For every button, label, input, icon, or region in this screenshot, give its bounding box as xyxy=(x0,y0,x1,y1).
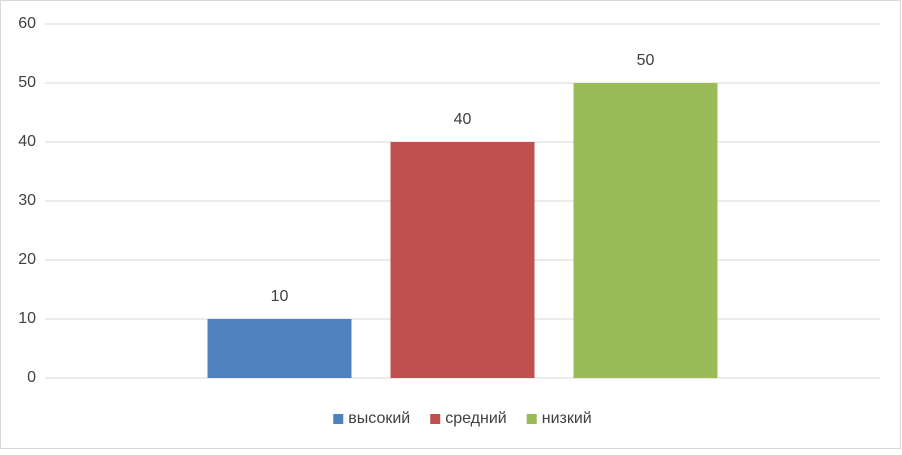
data-label: 10 xyxy=(271,288,289,305)
y-tick-label: 20 xyxy=(18,251,36,268)
y-tick-label: 60 xyxy=(18,15,36,32)
bar xyxy=(390,142,535,378)
data-label: 50 xyxy=(637,52,655,69)
legend-label: высокий xyxy=(348,410,410,427)
y-tick-label: 50 xyxy=(18,74,36,91)
y-tick-label: 10 xyxy=(18,310,36,327)
y-tick-label: 30 xyxy=(18,192,36,209)
bar xyxy=(207,319,352,378)
legend-label: низкий xyxy=(542,410,592,427)
legend-swatch xyxy=(430,414,441,424)
legend-swatch xyxy=(526,414,537,424)
legend-swatch xyxy=(333,414,344,424)
legend-label: средний xyxy=(445,410,507,427)
data-label: 40 xyxy=(454,111,472,128)
y-tick-label: 40 xyxy=(18,133,36,150)
bar xyxy=(573,83,718,378)
y-tick-label: 0 xyxy=(27,369,36,386)
